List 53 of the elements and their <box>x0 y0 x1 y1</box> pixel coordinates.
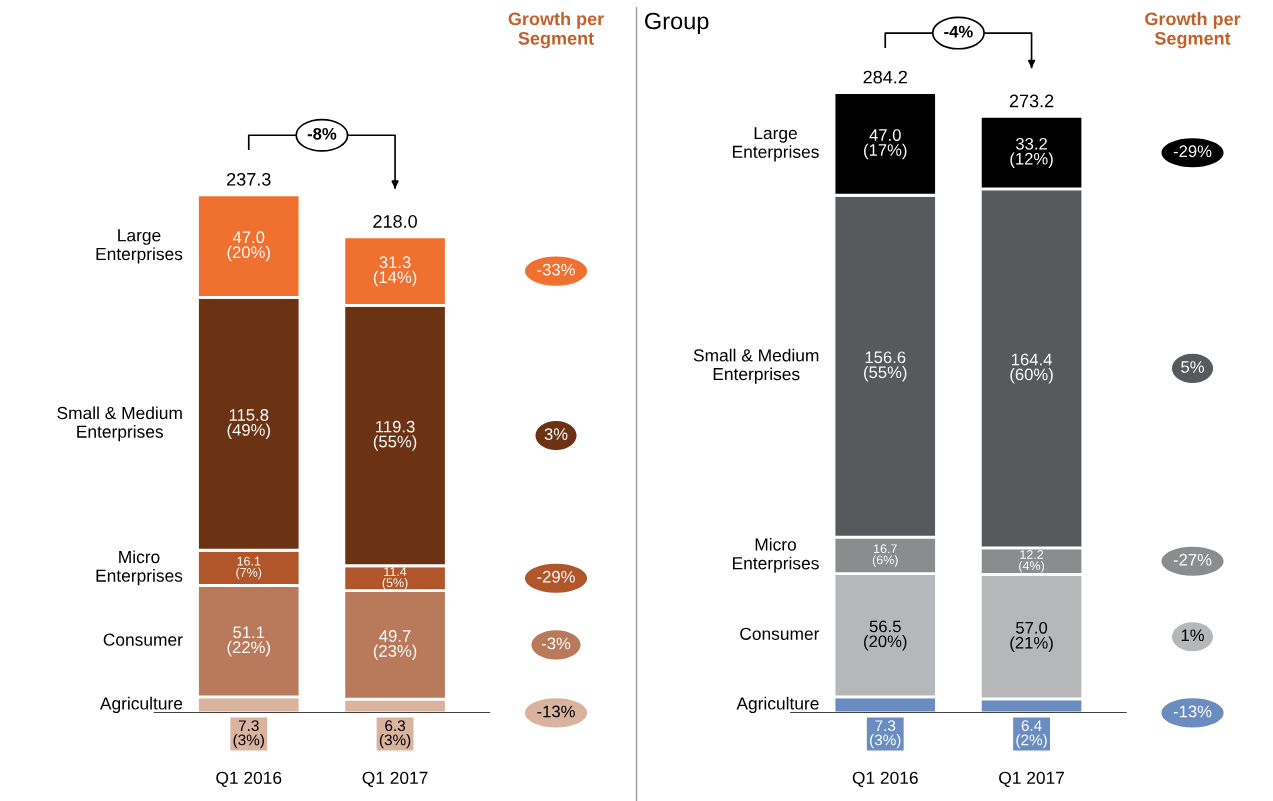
series-label: Large Enterprises <box>96 229 183 264</box>
data-label: 6.3 (3%) <box>379 720 411 749</box>
data-label: 47.0 (17%) <box>864 129 907 160</box>
total-label: 218.0 <box>373 215 417 228</box>
text: -4% <box>944 25 973 38</box>
data-label: 47.0 (20%) <box>227 231 270 262</box>
data-label: 7.3 (3%) <box>870 720 901 749</box>
data-label: 33.2 (12%) <box>1010 137 1053 168</box>
series-label: Agriculture <box>736 696 819 714</box>
data-label: 51.1 (22%) <box>227 626 270 657</box>
series-label: Large Enterprises <box>733 127 819 162</box>
data-label: 31.3 (14%) <box>373 256 417 287</box>
series-label: Micro Enterprises <box>96 550 183 586</box>
total-label: 284.2 <box>863 70 907 84</box>
data-label: 57.0 (21%) <box>1010 621 1053 652</box>
data-label: 6.4 (2%) <box>1016 720 1047 749</box>
chart-title: Group <box>645 12 709 35</box>
text: -3% <box>541 637 571 650</box>
data-label: 11.4 (5%) <box>382 567 408 590</box>
text: -29% <box>537 570 575 583</box>
text: -13% <box>537 705 575 718</box>
data-label: 156.6 (55%) <box>864 351 907 382</box>
series-label: Consumer <box>103 633 183 646</box>
total-label: 237.3 <box>227 172 271 186</box>
data-label: 7.3 (3%) <box>233 720 264 749</box>
text: -13% <box>1173 705 1212 718</box>
series-label: Consumer <box>740 627 820 640</box>
text: -8% <box>307 127 337 140</box>
data-label: 56.5 (20%) <box>864 620 907 651</box>
series-label: Agriculture <box>99 696 183 714</box>
data-label: 16.7 (6%) <box>872 544 898 567</box>
data-label: 49.7 (23%) <box>373 630 417 661</box>
series-label: Micro Enterprises <box>733 537 819 573</box>
text: -27% <box>1173 553 1212 566</box>
data-label: 12.2 (4%) <box>1019 550 1044 573</box>
data-label: 119.3 (55%) <box>373 420 417 451</box>
data-label: 115.8 (49%) <box>227 409 270 440</box>
series-label: Small & Medium Enterprises <box>693 348 819 384</box>
x-tick-label: Q1 2016 <box>216 771 282 788</box>
x-tick-label: Q1 2017 <box>362 771 428 788</box>
text: -29% <box>1173 145 1212 158</box>
data-label: 164.4 (60%) <box>1010 353 1053 384</box>
text: 5% <box>1181 361 1204 373</box>
text: Growth per Segment <box>508 12 604 49</box>
total-label: 273.2 <box>1009 94 1054 108</box>
x-tick-label: Q1 2017 <box>999 771 1064 788</box>
x-tick-label: Q1 2016 <box>852 771 918 788</box>
text: Growth per Segment <box>1145 12 1241 49</box>
data-label: 16.1 (7%) <box>236 556 262 580</box>
text: 1% <box>1181 629 1204 642</box>
text: -33% <box>537 263 575 276</box>
series-label: Small & Medium Enterprises <box>57 406 182 442</box>
text: 3% <box>544 428 568 440</box>
